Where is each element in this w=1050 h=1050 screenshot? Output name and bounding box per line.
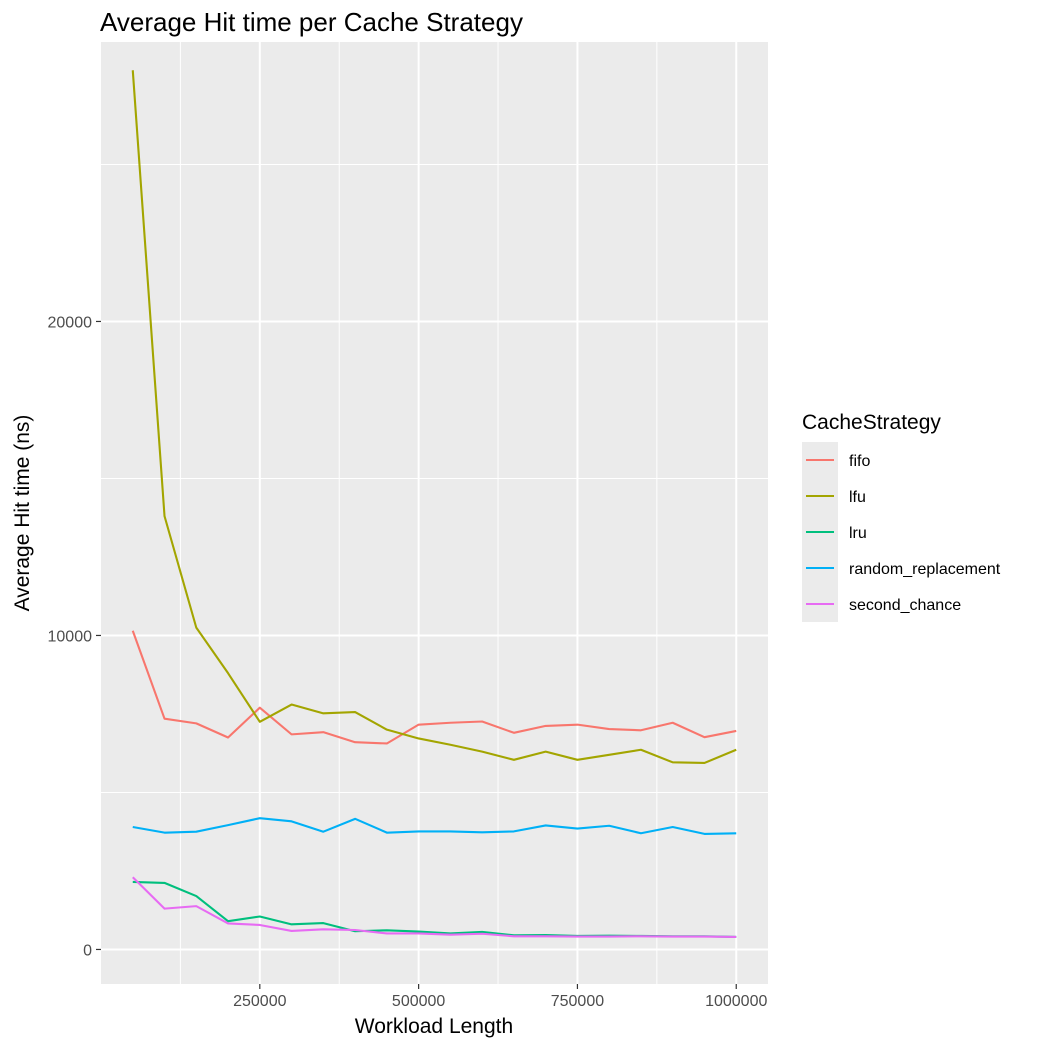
- y-tick-label: 10000: [48, 628, 93, 645]
- legend-label: lru: [849, 525, 867, 542]
- x-tick-label: 1000000: [705, 993, 767, 1010]
- series-lines: [131, 70, 737, 938]
- legend-item-lfu: lfu: [802, 478, 866, 514]
- legend-label: lfu: [849, 489, 866, 506]
- x-tick-label: 250000: [233, 993, 286, 1010]
- major-gridlines: [101, 42, 768, 984]
- y-axis-title: Average Hit time (ns): [11, 415, 34, 612]
- legend-item-fifo: fifo: [802, 442, 870, 478]
- series-line-random_replacement: [132, 817, 737, 835]
- legend-title: CacheStrategy: [802, 411, 941, 434]
- x-axis: 250000 500000 750000 1000000: [233, 984, 767, 1010]
- y-tick-label: 0: [83, 942, 92, 959]
- legend-item-lru: lru: [802, 514, 867, 550]
- legend-label: random_replacement: [849, 561, 1001, 578]
- series-line-lfu: [131, 70, 737, 764]
- minor-gridlines: [101, 42, 768, 984]
- chart-title: Average Hit time per Cache Strategy: [100, 7, 523, 37]
- y-axis: 0 10000 20000: [48, 314, 101, 959]
- series-line-second_chance: [132, 876, 737, 938]
- x-tick-label: 750000: [551, 993, 604, 1010]
- plot-panel: [101, 42, 768, 984]
- series-line-fifo: [131, 630, 737, 745]
- legend-label: second_chance: [849, 597, 961, 614]
- legend-item-random_replacement: random_replacement: [802, 550, 1001, 586]
- legend-item-second_chance: second_chance: [802, 586, 961, 622]
- y-tick-label: 20000: [48, 314, 93, 331]
- legend-label: fifo: [849, 453, 870, 470]
- legend-items: fifo lfu lru random_replacement second_chanc…: [802, 442, 1001, 622]
- legend: CacheStrategy fifo lfu lru random_replaceme…: [802, 411, 1001, 622]
- x-axis-title: Workload Length: [355, 1015, 513, 1038]
- x-tick-label: 500000: [392, 993, 445, 1010]
